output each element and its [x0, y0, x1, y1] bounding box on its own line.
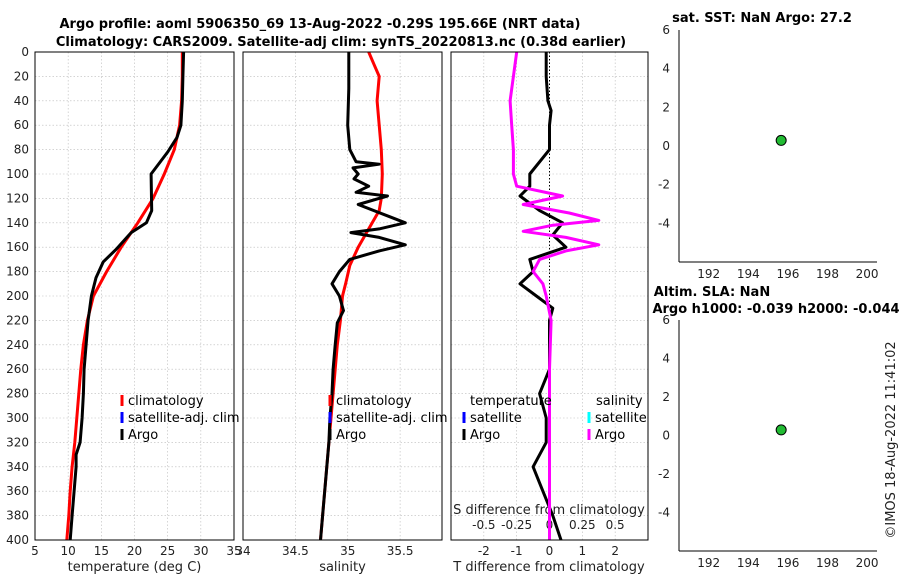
y-tick-label: 120 — [6, 191, 29, 205]
watermark-timestamp: ©IMOS 18-Aug-2022 11:41:02 — [884, 341, 899, 538]
x-tick-label: 196 — [776, 267, 799, 281]
y-tick-label: 0 — [662, 429, 670, 443]
y-tick-label: 280 — [6, 387, 29, 401]
data-point — [775, 424, 787, 436]
x-tick-label: -2 — [478, 544, 490, 558]
sla-panel: -4 -2 0 2 4 6 192 194 196 198 200 — [658, 313, 879, 570]
y-tick-label: 180 — [6, 265, 29, 279]
sla-title-line1: Altim. SLA: NaN — [654, 285, 770, 300]
x-tick-label: 2 — [611, 544, 619, 558]
x-tick-label: 34.5 — [282, 544, 309, 558]
y-tick-label: -2 — [658, 178, 670, 192]
y-tick-label: 340 — [6, 460, 29, 474]
y-tick-label: 260 — [6, 362, 29, 376]
x-tick-label: 15 — [94, 544, 109, 558]
series-line-s-argo — [508, 51, 601, 540]
y-tick-label: 380 — [6, 509, 29, 523]
x-tick-label: 0 — [546, 544, 554, 558]
y-tick-label: 0 — [21, 45, 29, 59]
x-tick-label: -1 — [511, 544, 523, 558]
legend-title-salinity: salinity — [596, 394, 643, 409]
legend-title-temperature: temperature — [470, 394, 552, 409]
legend-entry: Argo — [595, 428, 625, 443]
x-tick-label: 194 — [737, 267, 760, 281]
y-tick-label: -2 — [658, 467, 670, 481]
x-tick-label: 192 — [697, 556, 720, 570]
y-tick-label: 140 — [6, 216, 29, 230]
x-tick-label: 1 — [579, 544, 587, 558]
legend-entry: satellite-adj. clim — [128, 411, 240, 426]
sla-title-line2: Argo h1000: -0.039 h2000: -0.044 — [652, 302, 899, 317]
legend-entry: satellite-adj. clim — [336, 411, 448, 426]
legend-entry: satellite — [595, 411, 647, 426]
legend-entry: Argo — [470, 428, 500, 443]
temperature-panel: 0 20 40 60 80 100 120 140 160 180 200 220 240 260 280 3… — [6, 45, 242, 575]
y-tick-label: 100 — [6, 167, 29, 181]
sst-panel: -4 -2 0 2 4 6 192 194 196 198 200 — [658, 23, 879, 281]
y-tick-label: -4 — [658, 506, 670, 520]
figure-title-line2: Climatology: CARS2009. Satellite-adj cli… — [56, 35, 626, 50]
x-tick-label: 35 — [226, 544, 241, 558]
x-axis-label: salinity — [319, 560, 366, 575]
x-axis-label: temperature (deg C) — [68, 560, 202, 575]
y-tick-label: 400 — [6, 533, 29, 547]
x2-tick-label: -0.5 — [472, 518, 495, 532]
series-line-t-argo — [518, 52, 568, 541]
plot-frame — [34, 51, 235, 541]
y-tick-label: 240 — [6, 338, 29, 352]
y-tick-label: 220 — [6, 313, 29, 327]
y-tick-label: 360 — [6, 484, 29, 498]
legend-entry: Argo — [128, 428, 158, 443]
plot-frame — [242, 51, 443, 541]
x-tick-label: 35 — [340, 544, 355, 558]
y-tick-label: 40 — [14, 94, 29, 108]
y-tick-label: 6 — [662, 313, 670, 327]
data-point — [775, 134, 787, 146]
x-tick-label: 10 — [61, 544, 76, 558]
plot-frame — [450, 51, 649, 541]
y-tick-label: 160 — [6, 240, 29, 254]
series-line-argo — [68, 51, 186, 541]
x-tick-label: 25 — [160, 544, 175, 558]
x-tick-label: 200 — [856, 267, 879, 281]
x2-tick-label: 0.25 — [569, 518, 596, 532]
x-tick-label: 20 — [127, 544, 142, 558]
legend-entry: climatology — [336, 394, 412, 409]
x-tick-label: 30 — [193, 544, 208, 558]
y-tick-label: 4 — [662, 62, 670, 76]
legend-entry: Argo — [336, 428, 366, 443]
figure-title-line1: Argo profile: aoml 5906350_69 13-Aug-202… — [60, 17, 581, 32]
legend-entry: satellite — [470, 411, 522, 426]
y-tick-label: 6 — [662, 23, 670, 37]
x-tick-label: 5 — [31, 544, 39, 558]
y-tick-label: 4 — [662, 352, 670, 366]
x-tick-label: 200 — [856, 556, 879, 570]
legend-entry: climatology — [128, 394, 204, 409]
difference-panel: -2 -1 0 1 2-0.5 -0.25 0 0.25 0.5S difference fro… — [450, 51, 649, 575]
x-tick-label: 35.5 — [387, 544, 414, 558]
x-tick-label: 34 — [235, 544, 250, 558]
x2-tick-label: -0.25 — [501, 518, 532, 532]
salinity-panel: 34 34.5 35 35.5 salinity climatology satellite… — [235, 51, 448, 575]
y-tick-label: 200 — [6, 289, 29, 303]
x-tick-label: 198 — [816, 556, 839, 570]
x-axis-label: T difference from climatology — [452, 560, 645, 575]
x-tick-label: 194 — [737, 556, 760, 570]
x-tick-label: 192 — [697, 267, 720, 281]
y-tick-label: 2 — [662, 390, 670, 404]
y-tick-label: 0 — [662, 139, 670, 153]
y-tick-label: 320 — [6, 435, 29, 449]
y-tick-label: 20 — [14, 69, 29, 83]
x-tick-label: 198 — [816, 267, 839, 281]
x-tick-label: 196 — [776, 556, 799, 570]
x2-tick-label: 0.5 — [606, 518, 625, 532]
y-tick-label: 2 — [662, 100, 670, 114]
sst-title: sat. SST: NaN Argo: 27.2 — [672, 11, 852, 26]
y-tick-label: 60 — [14, 118, 29, 132]
y-tick-label: 80 — [14, 143, 29, 157]
y-tick-label: -4 — [658, 216, 670, 230]
y-tick-label: 300 — [6, 411, 29, 425]
